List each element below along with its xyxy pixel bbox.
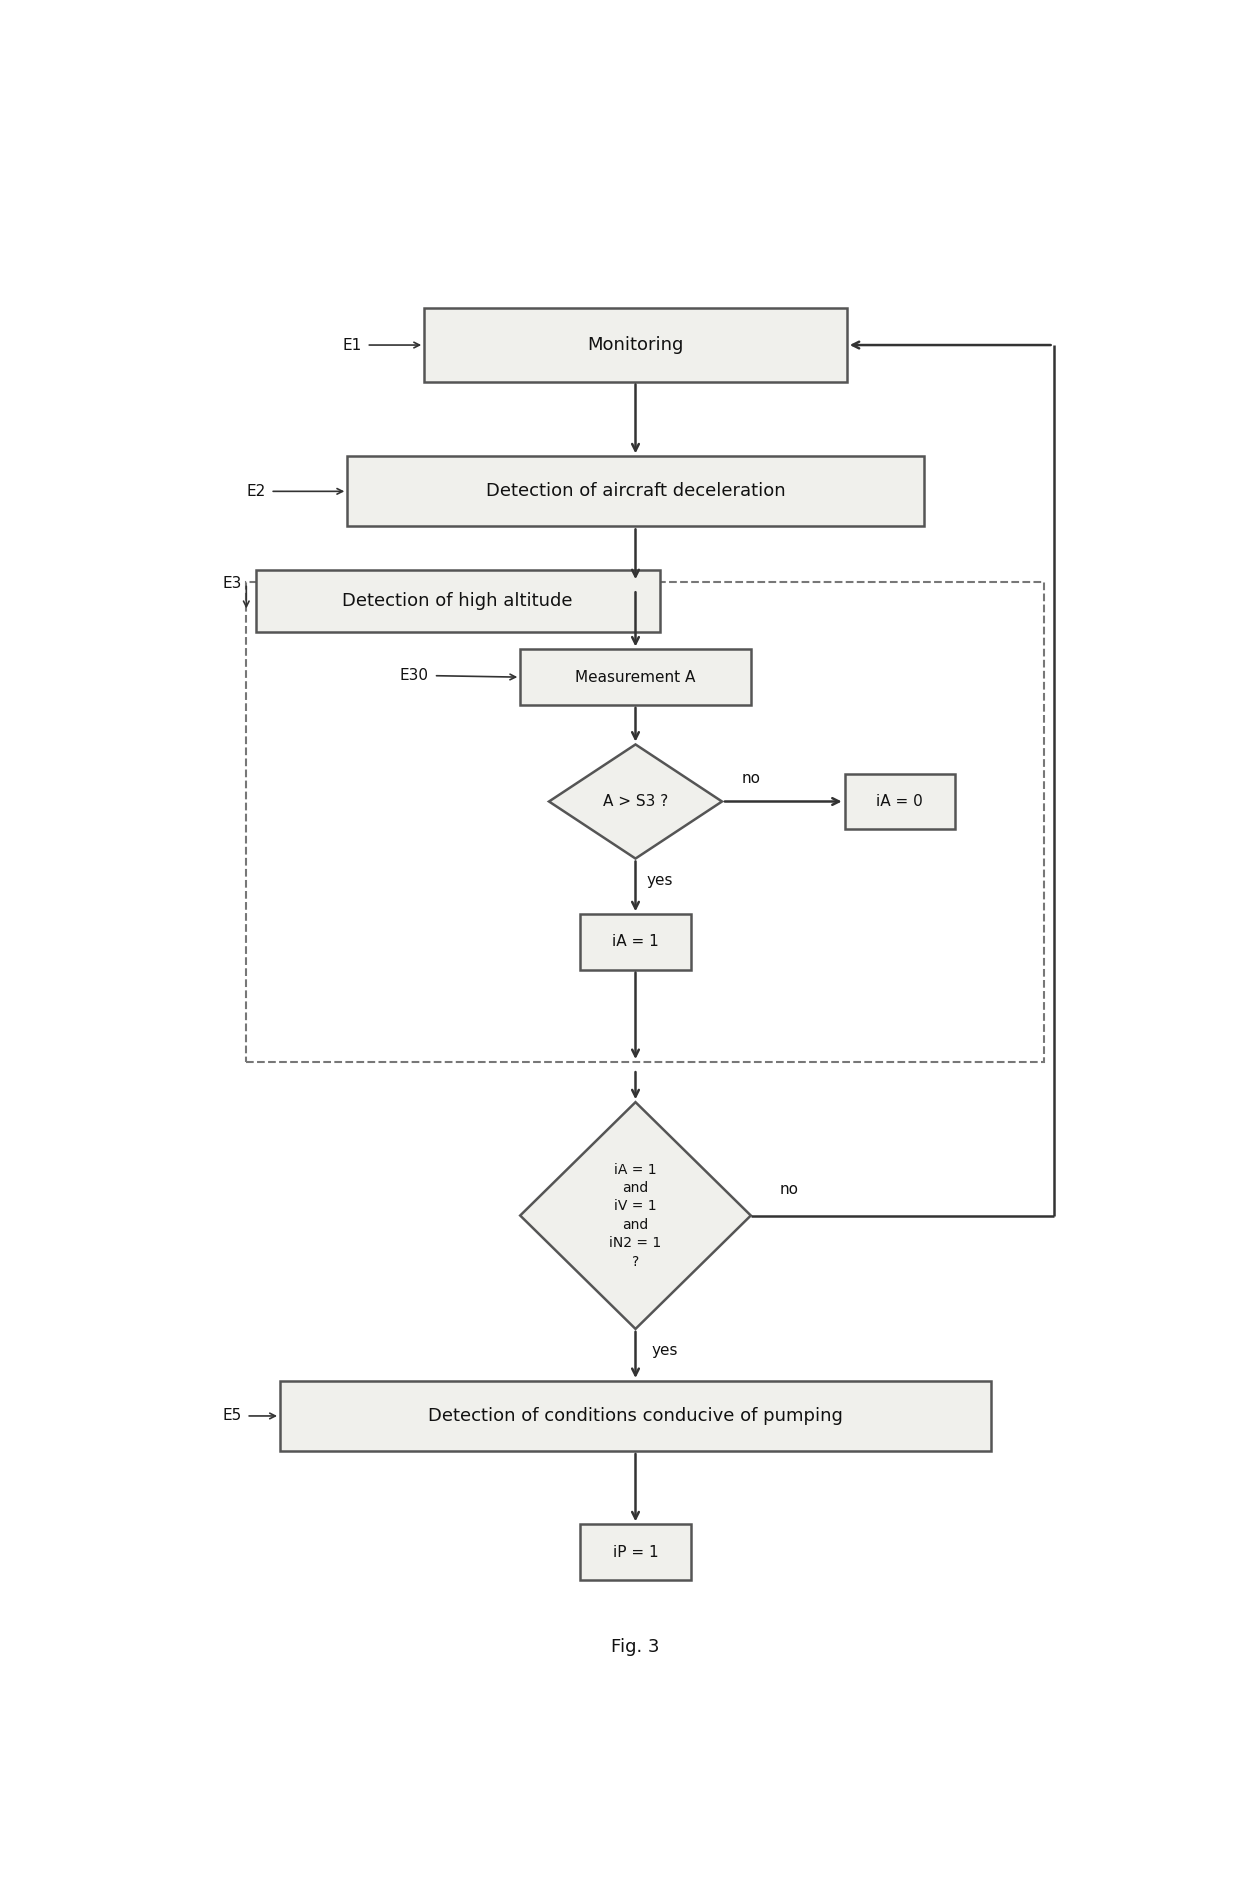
Polygon shape [549,745,722,859]
Text: E2: E2 [247,484,265,500]
Text: no: no [780,1182,799,1197]
Bar [844,773,955,828]
Text: iA = 1: iA = 1 [613,935,658,950]
Text: Detection of conditions conducive of pumping: Detection of conditions conducive of pum… [428,1408,843,1425]
Text: iP = 1: iP = 1 [613,1545,658,1560]
Bar [424,308,847,382]
Bar [580,1524,691,1579]
Text: no: no [742,771,760,785]
Text: iA = 0: iA = 0 [877,794,923,809]
Text: E5: E5 [222,1408,242,1423]
Text: E30: E30 [399,669,429,684]
Text: Detection of aircraft deceleration: Detection of aircraft deceleration [486,483,785,500]
Bar [255,570,660,633]
Bar [521,650,751,705]
Text: Measurement A: Measurement A [575,669,696,684]
Bar [247,581,1044,1062]
Text: E3: E3 [222,576,242,591]
Bar [580,914,691,969]
Text: Detection of high altitude: Detection of high altitude [342,593,573,610]
Text: iA = 1
and
iV = 1
and
iN2 = 1
?: iA = 1 and iV = 1 and iN2 = 1 ? [609,1163,662,1269]
Text: Monitoring: Monitoring [588,336,683,353]
Text: A > S3 ?: A > S3 ? [603,794,668,809]
Polygon shape [521,1102,751,1328]
Text: Fig. 3: Fig. 3 [611,1638,660,1657]
Text: yes: yes [646,872,673,887]
Bar [347,456,924,526]
Text: E1: E1 [342,338,362,353]
Bar [280,1381,991,1452]
Text: yes: yes [651,1343,677,1358]
